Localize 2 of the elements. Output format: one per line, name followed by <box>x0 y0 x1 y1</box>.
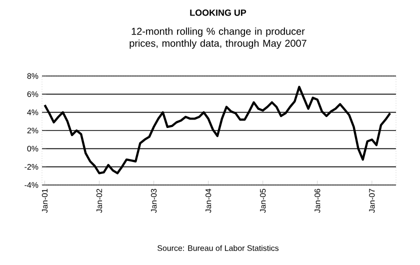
chart-title: LOOKING UP <box>190 10 246 16</box>
chart-subtitle: 12-month rolling % change in producer prices, monthly data, through May 2007 <box>130 28 306 49</box>
